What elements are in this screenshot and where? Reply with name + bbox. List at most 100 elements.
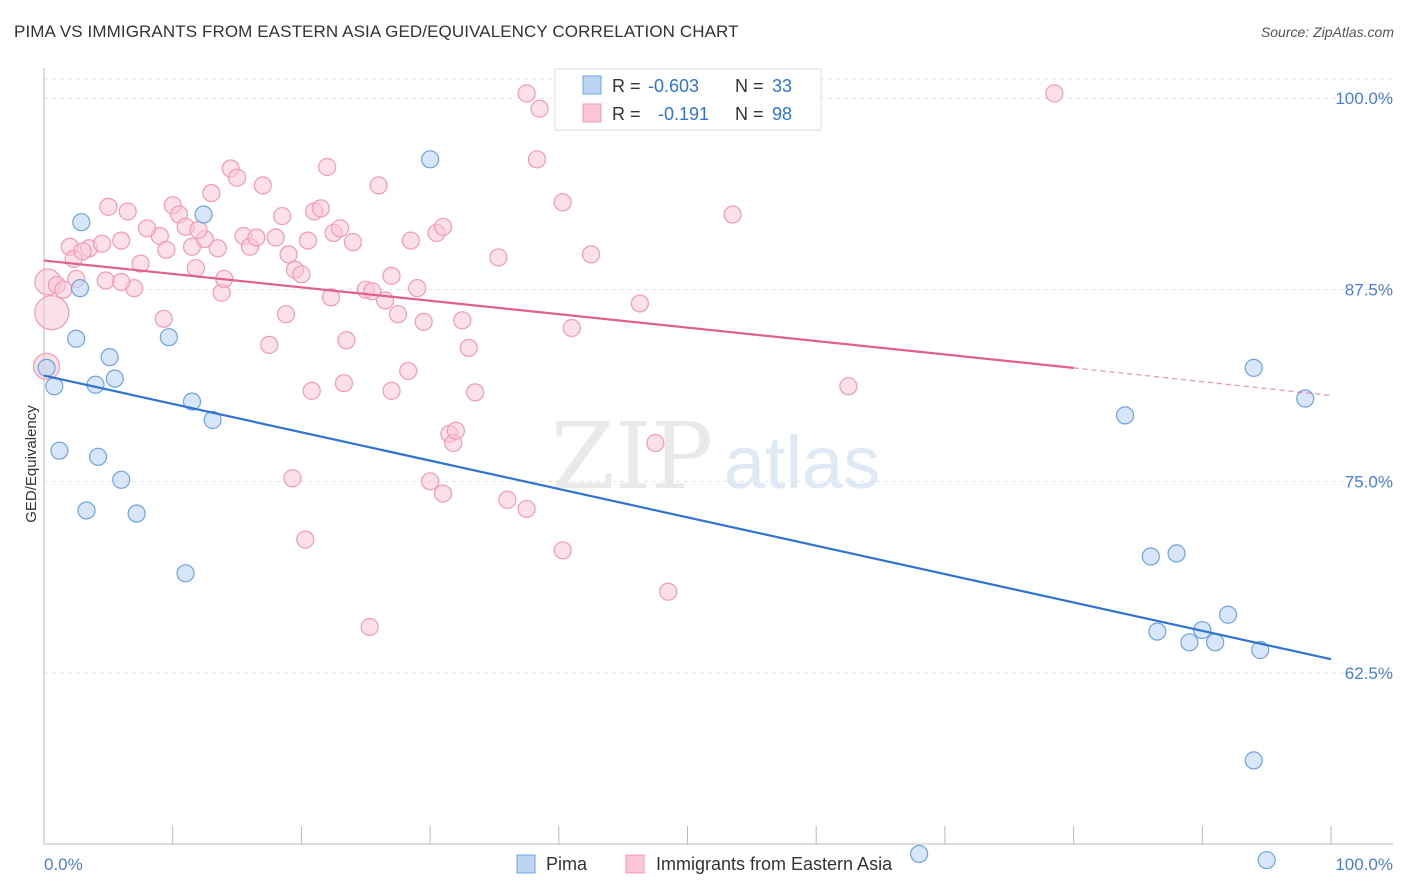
y-tick-label: 100.0%	[1335, 89, 1393, 108]
asia-point	[433, 217, 453, 236]
asia-point	[157, 240, 176, 259]
pima-point	[1257, 850, 1276, 870]
pima-point	[159, 328, 178, 347]
asia-point	[343, 233, 362, 252]
asia-point	[92, 234, 112, 253]
asia-point	[330, 219, 350, 238]
asia-point	[186, 259, 205, 278]
asia-point	[99, 197, 118, 216]
asia-point	[292, 265, 311, 284]
pima-point	[88, 447, 108, 466]
asia-point	[279, 245, 298, 264]
asia-point	[202, 183, 221, 203]
asia-point	[321, 288, 341, 307]
asia-point	[112, 231, 131, 250]
pima-point	[1244, 751, 1263, 770]
asia-point	[839, 377, 858, 396]
y-tick-label: 62.5%	[1345, 664, 1393, 683]
asia-point	[399, 361, 418, 381]
asia-point	[137, 219, 157, 238]
pima-point	[176, 564, 195, 583]
legend-asia-label[interactable]: Immigrants from Eastern Asia	[656, 854, 893, 874]
asia-point	[553, 193, 572, 212]
asia-point	[388, 305, 408, 324]
pima-point	[37, 358, 56, 377]
asia-n-label: N =	[735, 104, 764, 124]
asia-point	[453, 311, 472, 330]
asia-point	[54, 280, 73, 299]
axes	[43, 68, 1393, 845]
asia-point	[247, 228, 266, 247]
pima-point	[50, 441, 69, 460]
asia-point	[646, 433, 665, 453]
y-axis-title: GED/Equivalency	[23, 405, 40, 523]
asia-point	[401, 231, 420, 250]
pima-point	[1180, 633, 1199, 652]
pima-point	[70, 279, 90, 298]
pima-r-label: R =	[612, 76, 641, 96]
pima-point	[194, 205, 213, 224]
source-label: Source: ZipAtlas.com	[1260, 24, 1394, 40]
asia-point	[382, 266, 401, 285]
asia-point	[253, 176, 272, 195]
asia-point	[1045, 84, 1064, 103]
asia-point	[154, 309, 173, 328]
pima-point	[105, 369, 124, 388]
pima-point	[72, 213, 91, 232]
asia-point	[659, 582, 678, 601]
pima-point	[1167, 544, 1186, 563]
asia-point	[118, 202, 137, 221]
asia-points	[32, 84, 1064, 637]
asia-point	[276, 305, 296, 324]
pima-point	[1244, 358, 1263, 377]
pima-n-value: 33	[772, 76, 792, 96]
legend-pima-swatch[interactable]	[516, 854, 536, 874]
asia-point	[96, 271, 115, 290]
pima-point	[203, 410, 222, 430]
asia-point	[337, 331, 356, 350]
legend-asia-swatch[interactable]	[625, 854, 645, 874]
legend-pima-label[interactable]: Pima	[546, 854, 588, 874]
asia-trend-line	[43, 259, 1074, 369]
watermark-zip: ZIP	[551, 403, 713, 510]
asia-r-value: -0.191	[658, 104, 709, 124]
asia-point	[527, 150, 547, 169]
asia-point	[296, 530, 315, 549]
grid-lines	[44, 78, 1393, 674]
watermark-atlas: atlas	[724, 421, 880, 504]
asia-point	[272, 206, 292, 226]
x-tick-label-max: 100.0%	[1335, 855, 1393, 874]
asia-point	[581, 245, 601, 264]
asia-trend-extension	[1073, 367, 1332, 397]
asia-point	[498, 490, 517, 509]
asia-point	[459, 338, 478, 358]
pima-point	[127, 504, 146, 523]
asia-point	[517, 499, 536, 519]
watermark: ZIP atlas	[551, 403, 880, 510]
asia-point	[530, 99, 549, 118]
asia-point	[112, 272, 131, 292]
asia-point	[302, 381, 321, 400]
asia-point	[723, 205, 742, 224]
pima-r-value: -0.603	[648, 76, 699, 96]
asia-point	[414, 312, 433, 331]
pima-point	[45, 377, 64, 396]
asia-point	[553, 541, 572, 560]
pima-point	[1296, 389, 1315, 408]
y-tick-label: 87.5%	[1345, 281, 1393, 300]
pima-point	[1115, 406, 1135, 425]
asia-point	[227, 168, 247, 187]
asia-point	[562, 318, 581, 338]
y-tick-label: 75.0%	[1345, 472, 1393, 491]
asia-point	[73, 242, 92, 261]
pima-trend-line	[43, 374, 1332, 661]
asia-point	[369, 176, 388, 195]
pima-point	[182, 392, 202, 411]
asia-point	[283, 469, 302, 488]
pima-point	[112, 470, 131, 489]
pima-points	[37, 150, 1315, 870]
pima-point	[1148, 622, 1167, 641]
pima-point	[100, 348, 119, 367]
asia-point	[131, 254, 150, 273]
